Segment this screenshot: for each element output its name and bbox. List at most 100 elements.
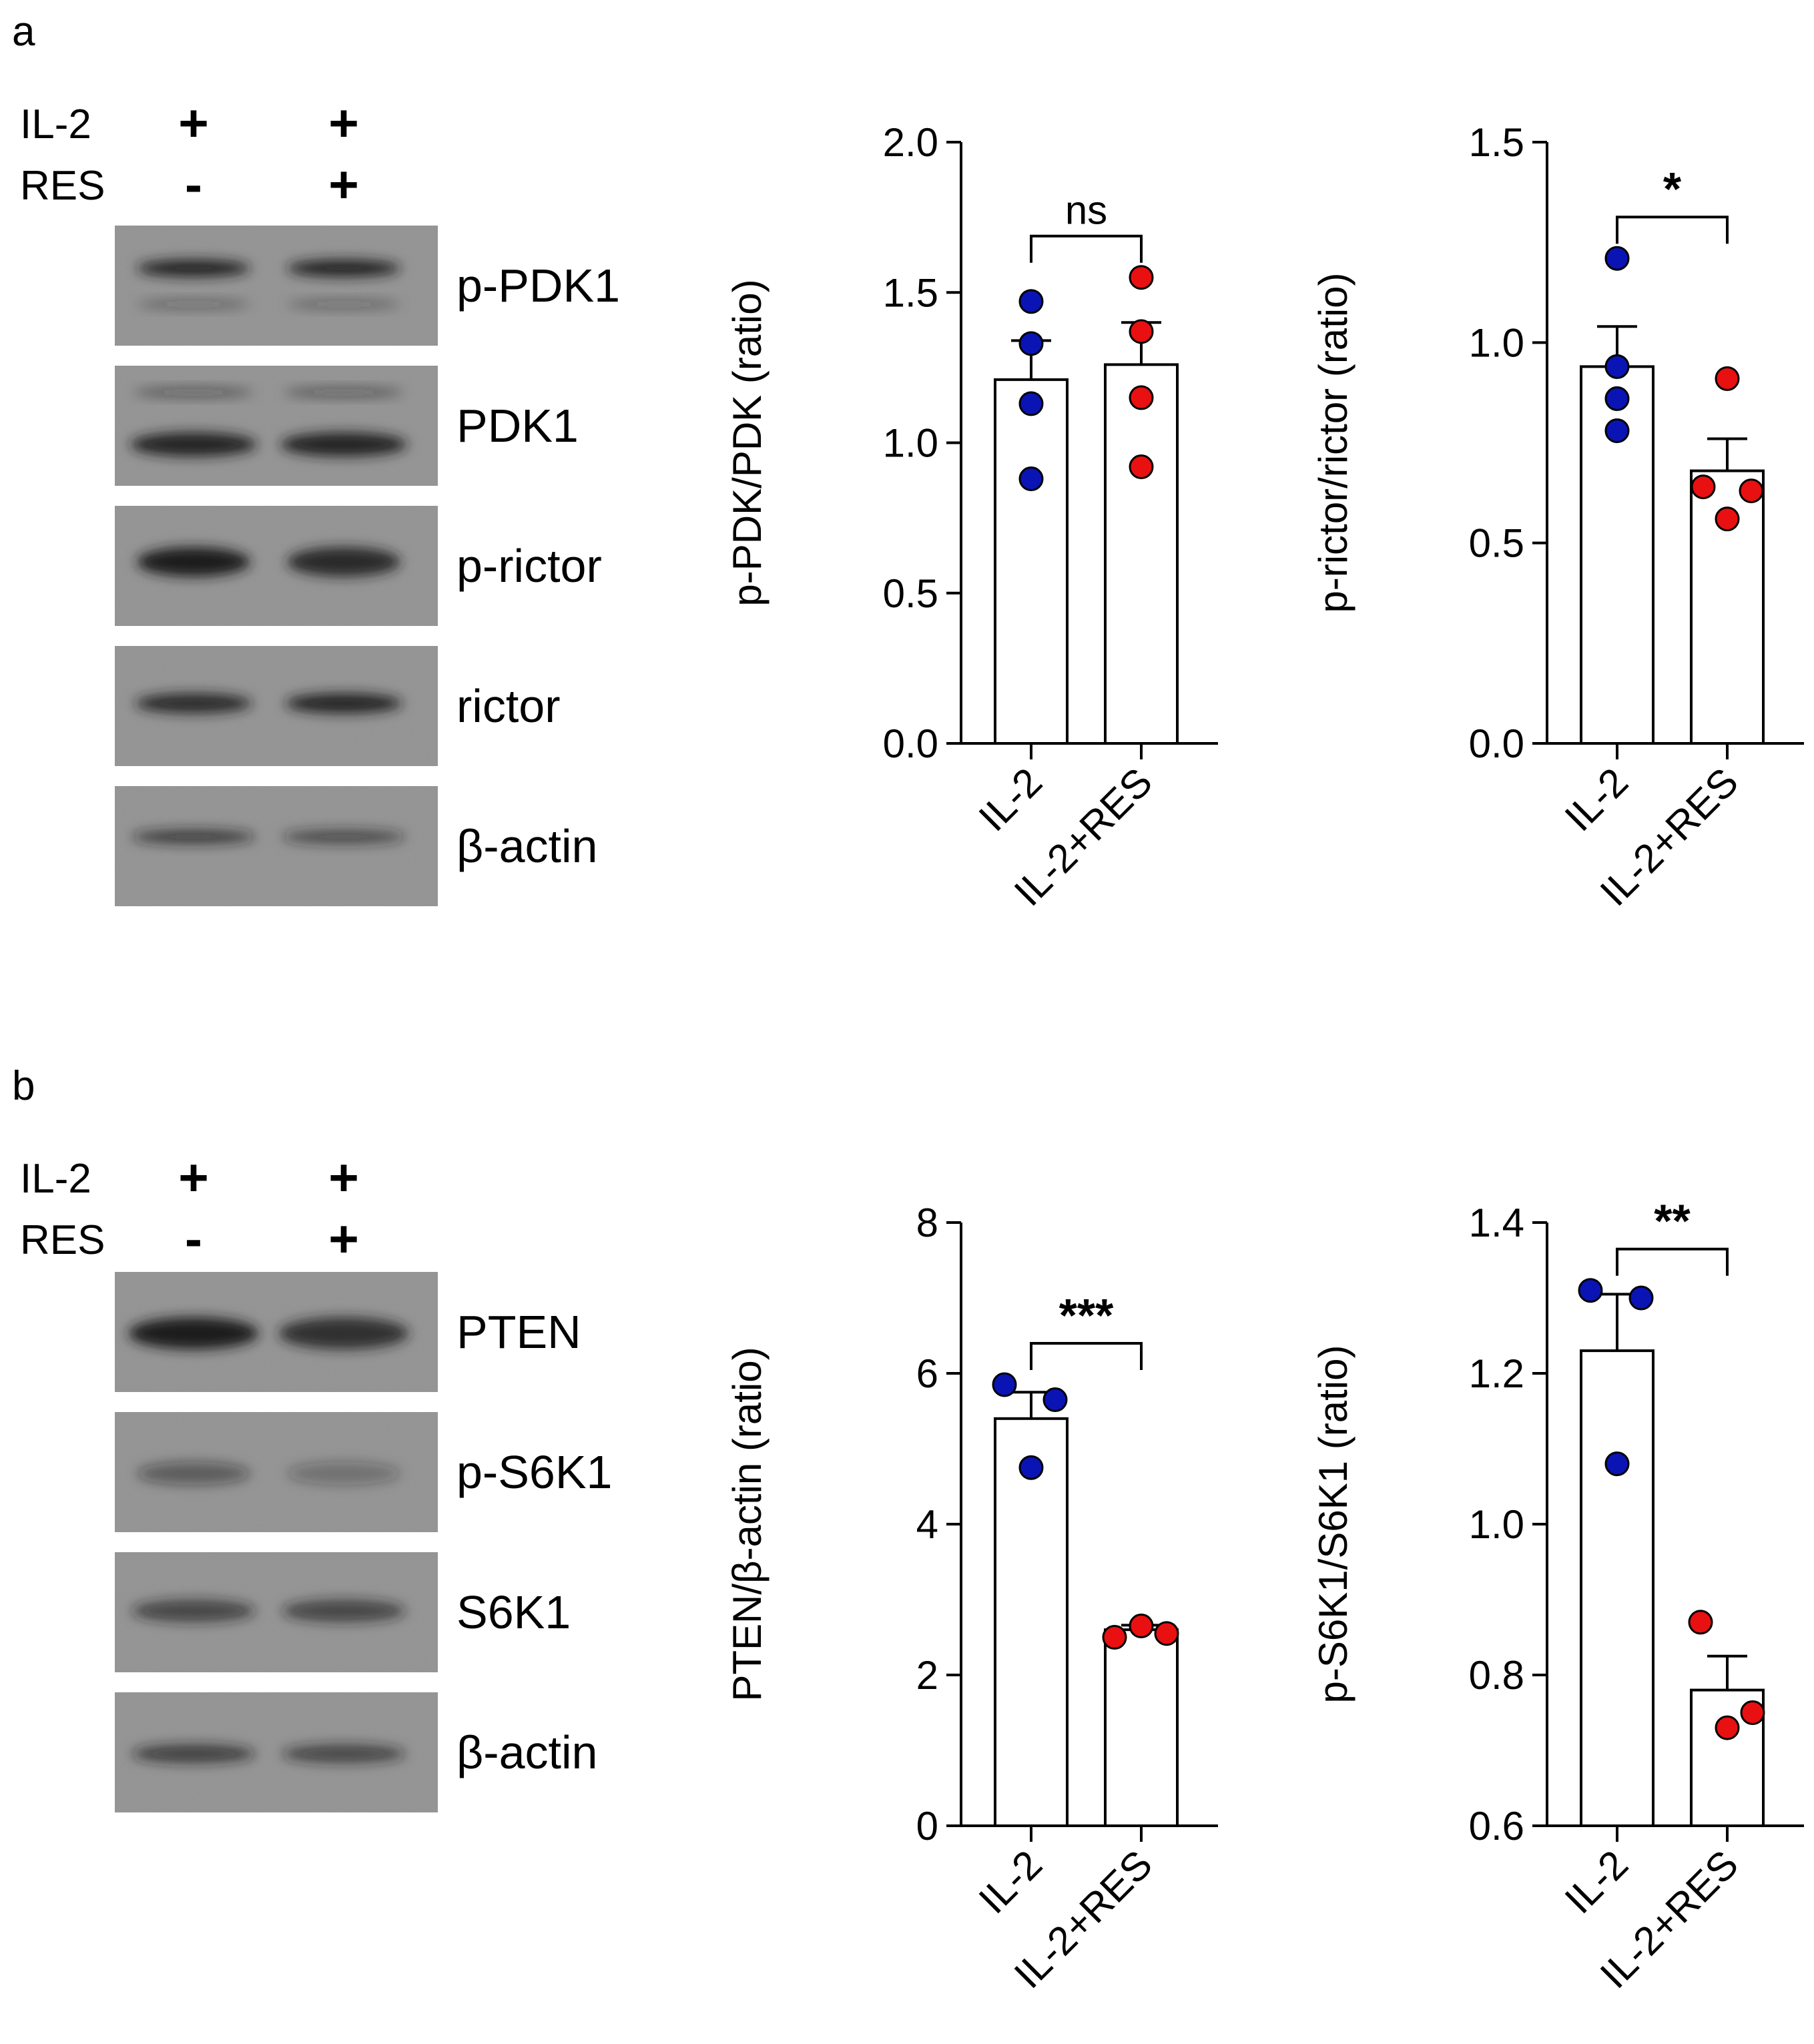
y-axis-label: p-rictor/rictor (ratio) <box>1311 272 1355 613</box>
data-point <box>1740 1700 1765 1725</box>
blot-band <box>137 1462 250 1485</box>
significance-label: * <box>1663 163 1682 215</box>
treatment-sign: + <box>328 155 359 214</box>
blot-strip <box>115 1272 438 1392</box>
data-point <box>1018 331 1044 356</box>
blot-label: S6K1 <box>457 1586 571 1638</box>
treatment-sign: + <box>178 1148 209 1207</box>
data-point <box>1604 1451 1630 1477</box>
panel-letter: a <box>12 9 35 55</box>
blot-label: PTEN <box>457 1306 581 1358</box>
data-point <box>1102 1625 1127 1650</box>
data-point <box>1129 454 1154 480</box>
y-axis-label: p-PDK/PDK (ratio) <box>725 279 770 606</box>
data-point <box>1129 385 1154 410</box>
data-point <box>1688 1610 1713 1635</box>
blot-label: β-actin <box>457 820 597 872</box>
blot-label: p-S6K1 <box>457 1446 612 1498</box>
blot-strip <box>115 786 438 906</box>
blot-band <box>131 829 256 844</box>
blot-label: β-actin <box>457 1726 597 1778</box>
y-tick-label: 8 <box>916 1201 938 1245</box>
blot-band <box>285 693 402 713</box>
y-tick-label: 1.0 <box>1469 320 1524 365</box>
y-tick-label: 1.0 <box>883 421 938 466</box>
data-point <box>1129 1614 1154 1639</box>
bar <box>1580 1349 1654 1827</box>
data-point <box>1739 478 1764 504</box>
data-point <box>1691 474 1716 500</box>
significance-bracket <box>1616 1247 1729 1276</box>
data-point <box>1604 246 1630 271</box>
blot-texture <box>115 786 438 906</box>
data-point <box>1715 366 1740 391</box>
y-tick-label: 0.5 <box>1469 521 1524 566</box>
y-tick-label: 0.0 <box>1469 721 1524 766</box>
bar <box>1104 1628 1179 1827</box>
x-tick-label: IL-2 <box>970 1842 1050 1922</box>
blot-band <box>287 547 400 577</box>
y-tick-label: 0.8 <box>1469 1653 1524 1698</box>
blot-band <box>137 260 250 277</box>
data-point <box>1018 1455 1044 1480</box>
treatment-label: IL-2 <box>20 101 91 147</box>
blot-band <box>131 1744 256 1763</box>
y-tick-label: 0.6 <box>1469 1804 1524 1848</box>
x-tick-label: IL-2 <box>1556 759 1636 839</box>
significance-label: *** <box>1059 1289 1114 1341</box>
y-tick-label: 1.5 <box>883 270 938 315</box>
data-point <box>1042 1387 1068 1413</box>
treatment-sign: + <box>328 93 359 152</box>
y-tick-label: 0 <box>916 1804 938 1848</box>
data-point <box>1604 418 1630 443</box>
blot-band <box>287 260 400 277</box>
data-point <box>1018 391 1044 416</box>
bar-chart-1: 0.00.51.01.52.0p-PDK/PDK (ratio)IL-2IL-2… <box>725 120 1218 914</box>
bar <box>994 1417 1069 1828</box>
blot-label: p-rictor <box>457 540 602 592</box>
bar-chart-2: 0.00.51.01.5p-rictor/rictor (ratio)IL-2I… <box>1311 120 1804 914</box>
blot-band <box>130 432 257 456</box>
treatment-sign: + <box>178 93 209 152</box>
blot-panel-a: aIL-2 + +RES - +p-PDK1PDK1p-rictorrictorβ-ac… <box>12 9 620 906</box>
bar <box>994 378 1069 745</box>
y-tick-label: 0.5 <box>883 571 938 616</box>
x-tick-label: IL-2 <box>1556 1842 1636 1922</box>
data-point <box>1018 289 1044 314</box>
data-point <box>992 1372 1017 1397</box>
treatment-sign: + <box>328 1209 359 1268</box>
blot-texture <box>115 366 438 486</box>
y-tick-label: 1.0 <box>1469 1502 1524 1547</box>
significance-label: ** <box>1654 1195 1691 1247</box>
y-tick-label: 6 <box>916 1351 938 1396</box>
significance-bracket <box>1030 1341 1143 1370</box>
y-tick-label: 1.2 <box>1469 1351 1524 1396</box>
data-point <box>1129 265 1154 290</box>
data-point <box>1129 319 1154 344</box>
blot-strip <box>115 506 438 626</box>
data-point <box>1604 354 1630 379</box>
blot-band <box>282 1600 406 1622</box>
panel-letter: b <box>12 1063 35 1109</box>
blot-band <box>135 693 252 713</box>
treatment-label: IL-2 <box>20 1156 91 1202</box>
blot-band <box>282 1744 406 1763</box>
blot-band <box>131 1600 256 1622</box>
blot-strip <box>115 226 438 346</box>
blot-band <box>128 1317 259 1349</box>
x-tick-label: IL-2 <box>970 759 1050 839</box>
treatment-label: RES <box>20 163 105 209</box>
bar-chart-4: 0.60.81.01.21.4p-S6K1/S6K1 (ratio)IL-2IL… <box>1311 1195 1804 1997</box>
data-point <box>1604 386 1630 411</box>
blot-strip <box>115 366 438 486</box>
blot-texture <box>115 226 438 346</box>
significance-bracket <box>1616 216 1729 244</box>
y-axis-label: PTEN/β-actin (ratio) <box>725 1347 770 1701</box>
blot-strip <box>115 1412 438 1532</box>
data-point <box>1154 1621 1179 1646</box>
y-tick-label: 4 <box>916 1502 938 1547</box>
significance-bracket <box>1030 234 1143 263</box>
blot-band <box>133 388 254 397</box>
blot-strip <box>115 1552 438 1672</box>
